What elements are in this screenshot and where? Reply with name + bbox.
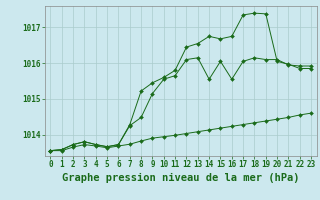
X-axis label: Graphe pression niveau de la mer (hPa): Graphe pression niveau de la mer (hPa) xyxy=(62,173,300,183)
